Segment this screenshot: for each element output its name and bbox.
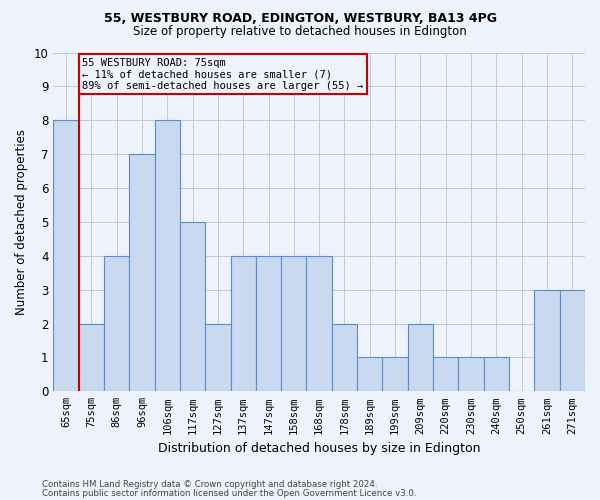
Text: Contains public sector information licensed under the Open Government Licence v3: Contains public sector information licen… <box>42 488 416 498</box>
Bar <box>332 324 357 392</box>
Bar <box>357 358 382 392</box>
Bar <box>79 324 104 392</box>
Bar <box>104 256 129 392</box>
Bar <box>205 324 230 392</box>
Bar <box>155 120 180 392</box>
Text: 55 WESTBURY ROAD: 75sqm
← 11% of detached houses are smaller (7)
89% of semi-det: 55 WESTBURY ROAD: 75sqm ← 11% of detache… <box>82 58 364 91</box>
Bar <box>535 290 560 392</box>
Text: Size of property relative to detached houses in Edington: Size of property relative to detached ho… <box>133 25 467 38</box>
Bar <box>307 256 332 392</box>
Bar <box>484 358 509 392</box>
Bar <box>180 222 205 392</box>
Bar <box>408 324 433 392</box>
Bar <box>458 358 484 392</box>
Bar <box>256 256 281 392</box>
X-axis label: Distribution of detached houses by size in Edington: Distribution of detached houses by size … <box>158 442 481 455</box>
Bar <box>560 290 585 392</box>
Bar <box>53 120 79 392</box>
Y-axis label: Number of detached properties: Number of detached properties <box>15 129 28 315</box>
Bar <box>129 154 155 392</box>
Bar <box>281 256 307 392</box>
Bar <box>433 358 458 392</box>
Bar <box>382 358 408 392</box>
Text: Contains HM Land Registry data © Crown copyright and database right 2024.: Contains HM Land Registry data © Crown c… <box>42 480 377 489</box>
Bar <box>230 256 256 392</box>
Text: 55, WESTBURY ROAD, EDINGTON, WESTBURY, BA13 4PG: 55, WESTBURY ROAD, EDINGTON, WESTBURY, B… <box>104 12 497 26</box>
